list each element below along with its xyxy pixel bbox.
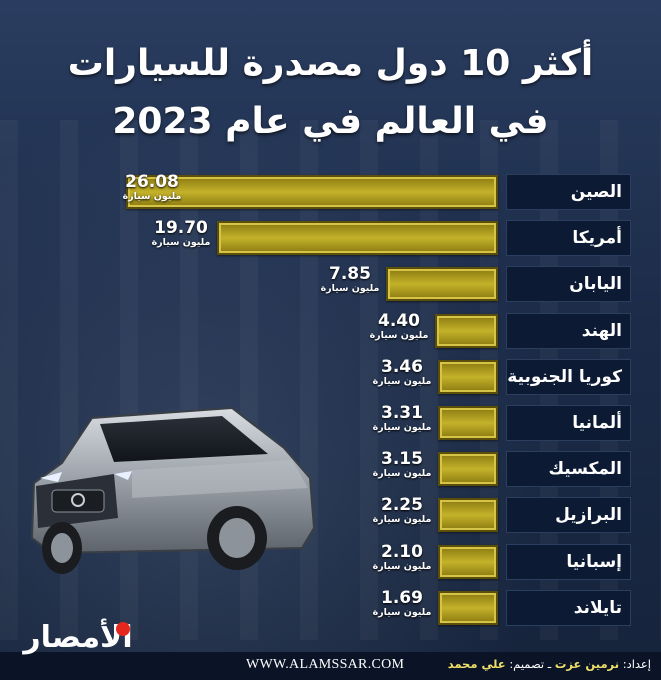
value-label: 3.15	[381, 449, 423, 470]
category-label: الصين	[506, 174, 631, 210]
category-label: البرازيل	[506, 497, 631, 534]
bar	[438, 359, 498, 394]
bar-row: تايلاند 1.69 مليون سيارة	[0, 588, 661, 628]
bar-row: ألمانيا 3.31 مليون سيارة	[0, 403, 661, 443]
bar	[438, 590, 498, 625]
unit-label: مليون سيارة	[369, 329, 429, 341]
unit-label: مليون سيارة	[372, 560, 432, 572]
chart-title-line1: أكثر 10 دول مصدرة للسيارات	[67, 43, 594, 84]
bar	[217, 221, 498, 256]
bar-row: الصين 26.08 مليون سيارة	[0, 172, 661, 212]
category-label: اليابان	[506, 266, 631, 303]
bar	[438, 406, 498, 440]
logo-text: الأمصار	[23, 620, 133, 655]
category-label: ألمانيا	[506, 405, 631, 441]
value-label: 4.40	[378, 310, 420, 331]
unit-label: مليون سيارة	[372, 468, 432, 480]
chart-title-line2: في العالم في عام 2023	[112, 101, 549, 142]
prepared-by: نرمين عزت	[554, 657, 620, 671]
unit-label: مليون سيارة	[320, 283, 380, 295]
prepared-label: إعداد:	[622, 657, 651, 671]
unit-label: مليون سيارة	[372, 514, 432, 526]
credit-separator: ـ	[544, 657, 552, 671]
unit-label: مليون سيارة	[372, 375, 432, 387]
credits: إعداد: نرمين عزت ـ تصميم: علي محمد	[448, 657, 651, 671]
suv-car-icon	[30, 406, 316, 574]
bar-row: إسبانيا 2.10 مليون سيارة	[0, 542, 661, 582]
value-label: 3.46	[381, 356, 423, 377]
value-label: 1.69	[381, 587, 423, 608]
bar	[386, 267, 498, 302]
value-label: 2.25	[381, 495, 423, 516]
bar-row: أمريكا 19.70 مليون سيارة	[0, 218, 661, 258]
category-label: الهند	[506, 312, 631, 349]
unit-label: مليون سيارة	[151, 237, 211, 249]
design-label: تصميم:	[509, 657, 545, 671]
designed-by: علي محمد	[447, 657, 506, 671]
bar-row: اليابان 7.85 مليون سيارة	[0, 264, 661, 304]
bar	[435, 313, 498, 348]
unit-label: مليون سيارة	[372, 422, 432, 433]
value-label: 26.08	[125, 172, 179, 192]
category-label: إسبانيا	[506, 543, 631, 580]
logo-accent-dot	[116, 622, 130, 636]
category-label: كوريا الجنوبية	[506, 358, 631, 395]
brand-logo: الأمصار	[18, 618, 138, 664]
unit-label: مليون سيارة	[372, 606, 432, 618]
value-label: 3.31	[381, 403, 423, 423]
footer-bar	[0, 652, 661, 680]
unit-label: مليون سيارة	[122, 191, 182, 202]
website-url: WWW.ALAMSSAR.COM	[246, 657, 405, 672]
bar	[438, 544, 498, 579]
category-label: أمريكا	[506, 220, 631, 257]
value-label: 7.85	[329, 264, 371, 285]
bar	[438, 452, 498, 487]
category-label: تايلاند	[506, 589, 631, 626]
bar-row: الهند 4.40 مليون سيارة	[0, 311, 661, 351]
bar-row: المكسيك 3.15 مليون سيارة	[0, 449, 661, 489]
value-label: 2.10	[381, 541, 423, 562]
bar	[438, 498, 498, 533]
value-label: 19.70	[154, 218, 208, 239]
bar-row: كوريا الجنوبية 3.46 مليون سيارة	[0, 357, 661, 397]
category-label: المكسيك	[506, 451, 631, 488]
bar-row: البرازيل 2.25 مليون سيارة	[0, 495, 661, 535]
bar	[126, 175, 498, 209]
